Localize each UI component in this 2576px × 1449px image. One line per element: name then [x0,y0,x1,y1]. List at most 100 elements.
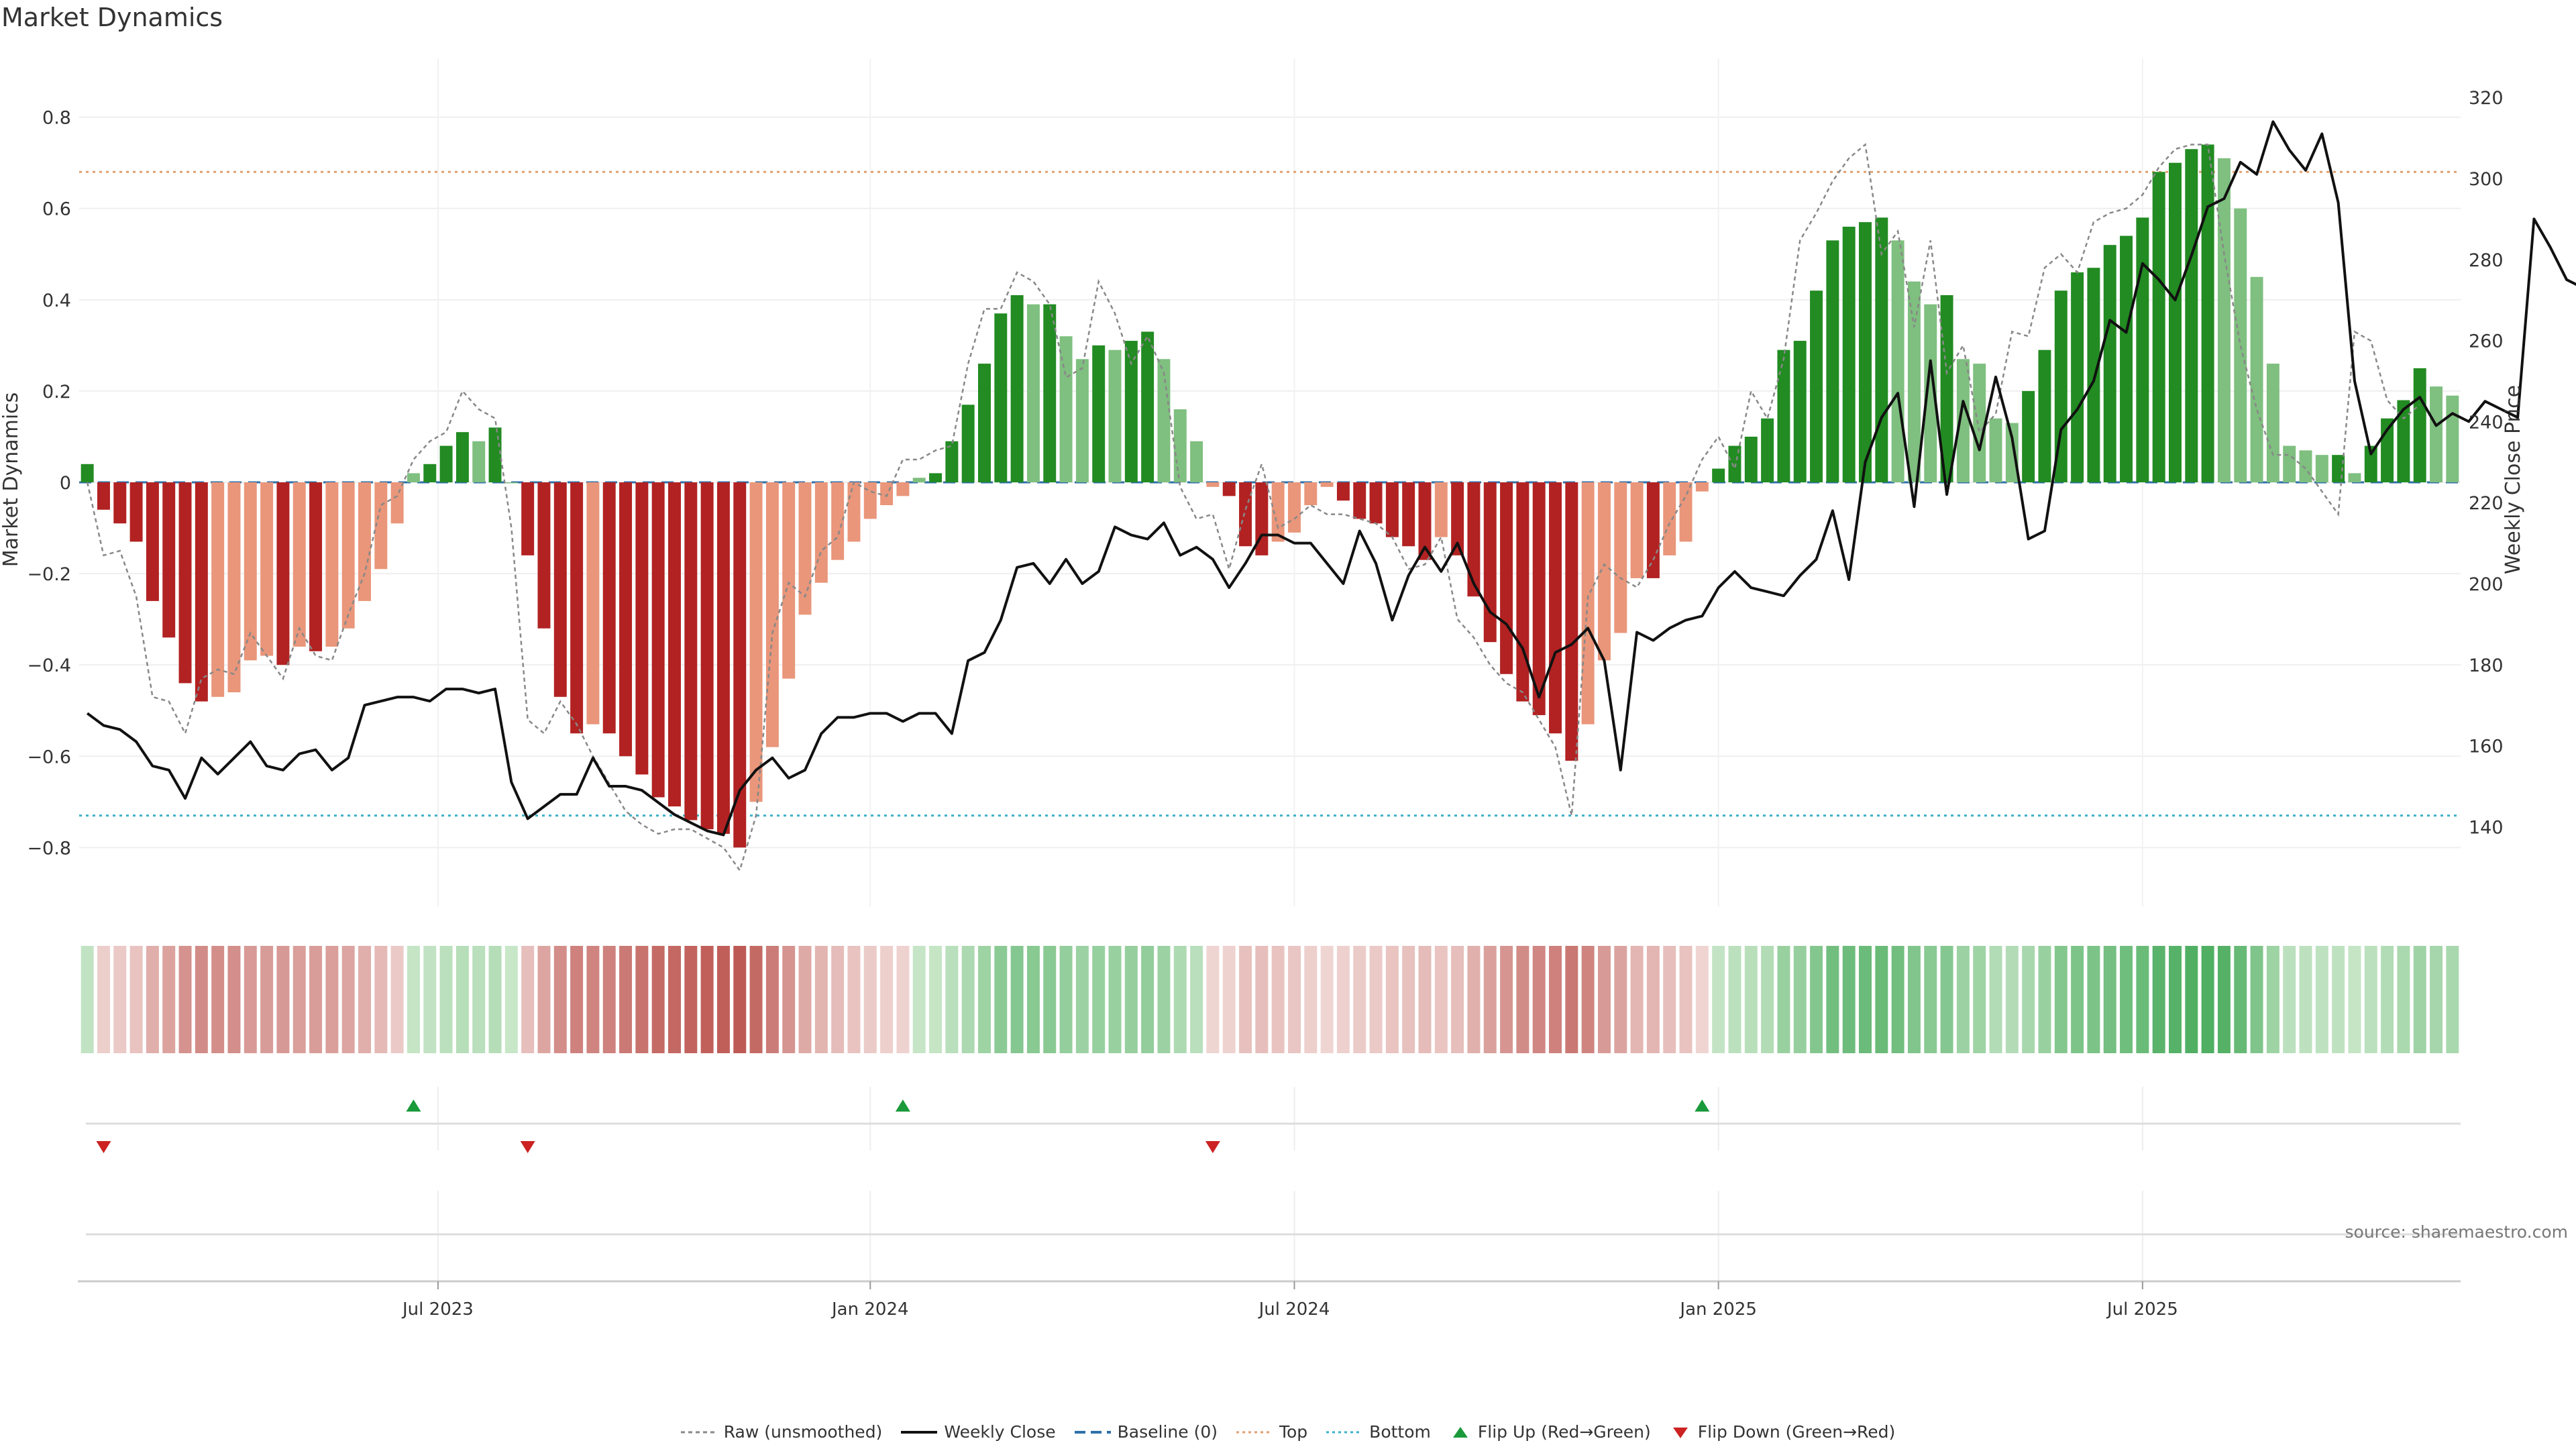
dynamics-bar [1744,436,1758,482]
dynamics-bar [1353,482,1366,519]
legend-label: Bottom [1369,1422,1431,1442]
dynamics-bar [80,464,94,482]
dynamics-bar [2266,364,2279,482]
dynamics-bar [2234,208,2247,482]
heat-cell [1859,946,1872,1053]
heat-cell [684,946,698,1053]
heat-cell [537,946,551,1053]
heat-cell [1761,946,1774,1053]
dynamics-bar [1157,359,1171,482]
dynamics-bar [1255,482,1269,555]
heat-cell [1239,946,1252,1053]
heat-cell [521,946,535,1053]
heat-cell [1924,946,1937,1053]
y2-tick-label: 220 [2469,493,2504,514]
heat-cell [472,946,486,1053]
dynamics-bar [1483,482,1497,643]
heat-cell [2430,946,2443,1053]
y-axis-label: Market Dynamics [0,392,23,568]
dynamics-bar [1239,482,1252,547]
dynamics-bar [2397,400,2410,482]
legend-label: Flip Up (Red→Green) [1477,1422,1651,1442]
dynamics-bar [325,482,339,647]
y2-tick-label: 280 [2469,250,2504,271]
heat-cell [1434,946,1448,1053]
x-tick-label: Jul 2024 [1258,1299,1330,1320]
y-tick-label: 0.2 [42,382,71,402]
heat-cell [146,946,159,1053]
y-tick-label: −0.2 [27,564,71,585]
heat-cell [2299,946,2312,1053]
heat-cell [2332,946,2345,1053]
dynamics-bar [1549,482,1562,734]
dynamics-bar [504,482,518,484]
dynamics-bar [1891,240,1904,482]
heat-cell [1418,946,1432,1053]
heat-cell [2234,946,2247,1053]
dynamics-bar [1777,350,1790,482]
dynamics-bar [1875,217,1888,482]
dynamics-bar [716,482,730,834]
heat-cell [455,946,469,1053]
heat-cell [1483,946,1497,1053]
dynamics-bar [782,482,796,679]
dynamics-bar [2430,386,2443,482]
heat-cell [195,946,208,1053]
flip-up-marker [895,1099,910,1112]
legend-item-baseline-line: Baseline (0) [1074,1422,1218,1442]
dynamics-bar [472,441,486,482]
heat-cell [619,946,633,1053]
heat-cell [1353,946,1366,1053]
dynamics-bar [651,482,665,798]
heat-cell [2381,946,2394,1053]
dynamics-bar [1271,482,1285,542]
dynamics-bar [668,482,681,807]
heat-cell [1451,946,1464,1053]
dynamics-bar [129,482,143,542]
dynamics-bar [2413,368,2426,482]
legend-item-raw-line: Raw (unsmoothed) [680,1422,882,1442]
dynamics-bar [2022,390,2035,482]
dynamics-bar [341,482,355,629]
heat-cell [439,946,453,1053]
heat-cell [292,946,306,1053]
heat-cell [488,946,502,1053]
dynamics-bar [113,482,127,524]
y2-tick-label: 140 [2469,817,2504,838]
dynamics-bar [1141,331,1155,482]
dynamics-bar [178,482,192,684]
dynamics-bar [1793,341,1807,482]
dynamics-bar [1369,482,1383,524]
close-series [86,120,2576,837]
dynamics-bar [847,482,861,542]
dynamics-bar [309,482,323,651]
heat-cell [1777,946,1790,1053]
dynamics-bar [1842,226,1856,482]
heat-cell [1206,946,1220,1053]
legend-swatch-flip-up-marker [1452,1426,1468,1438]
heat-cell [700,946,714,1053]
heat-cell [1597,946,1611,1053]
heat-cell [896,946,910,1053]
heat-cell [2446,946,2459,1053]
heat-cell [651,946,665,1053]
dynamics-bar [1304,482,1318,506]
x-tick-label: Jul 2023 [401,1299,474,1320]
heat-cell [2152,946,2165,1053]
flip-up-marker [406,1099,421,1112]
legend-item-close-line: Weekly Close [901,1422,1056,1442]
raw-line [86,143,2421,873]
heat-cell [2169,946,2182,1053]
heat-cell [113,946,127,1053]
heat-cell [782,946,796,1053]
heat-cell [129,946,143,1053]
heat-cell [570,946,584,1053]
heat-cell [1744,946,1758,1053]
x-tick-label: Jan 2024 [830,1299,909,1320]
legend-label: Baseline (0) [1117,1422,1218,1442]
dynamics-bar [1059,336,1073,482]
heat-cell [374,946,388,1053]
heat-cell [1516,946,1529,1053]
heat-cell [2315,946,2328,1053]
dynamics-bar [2071,272,2084,482]
